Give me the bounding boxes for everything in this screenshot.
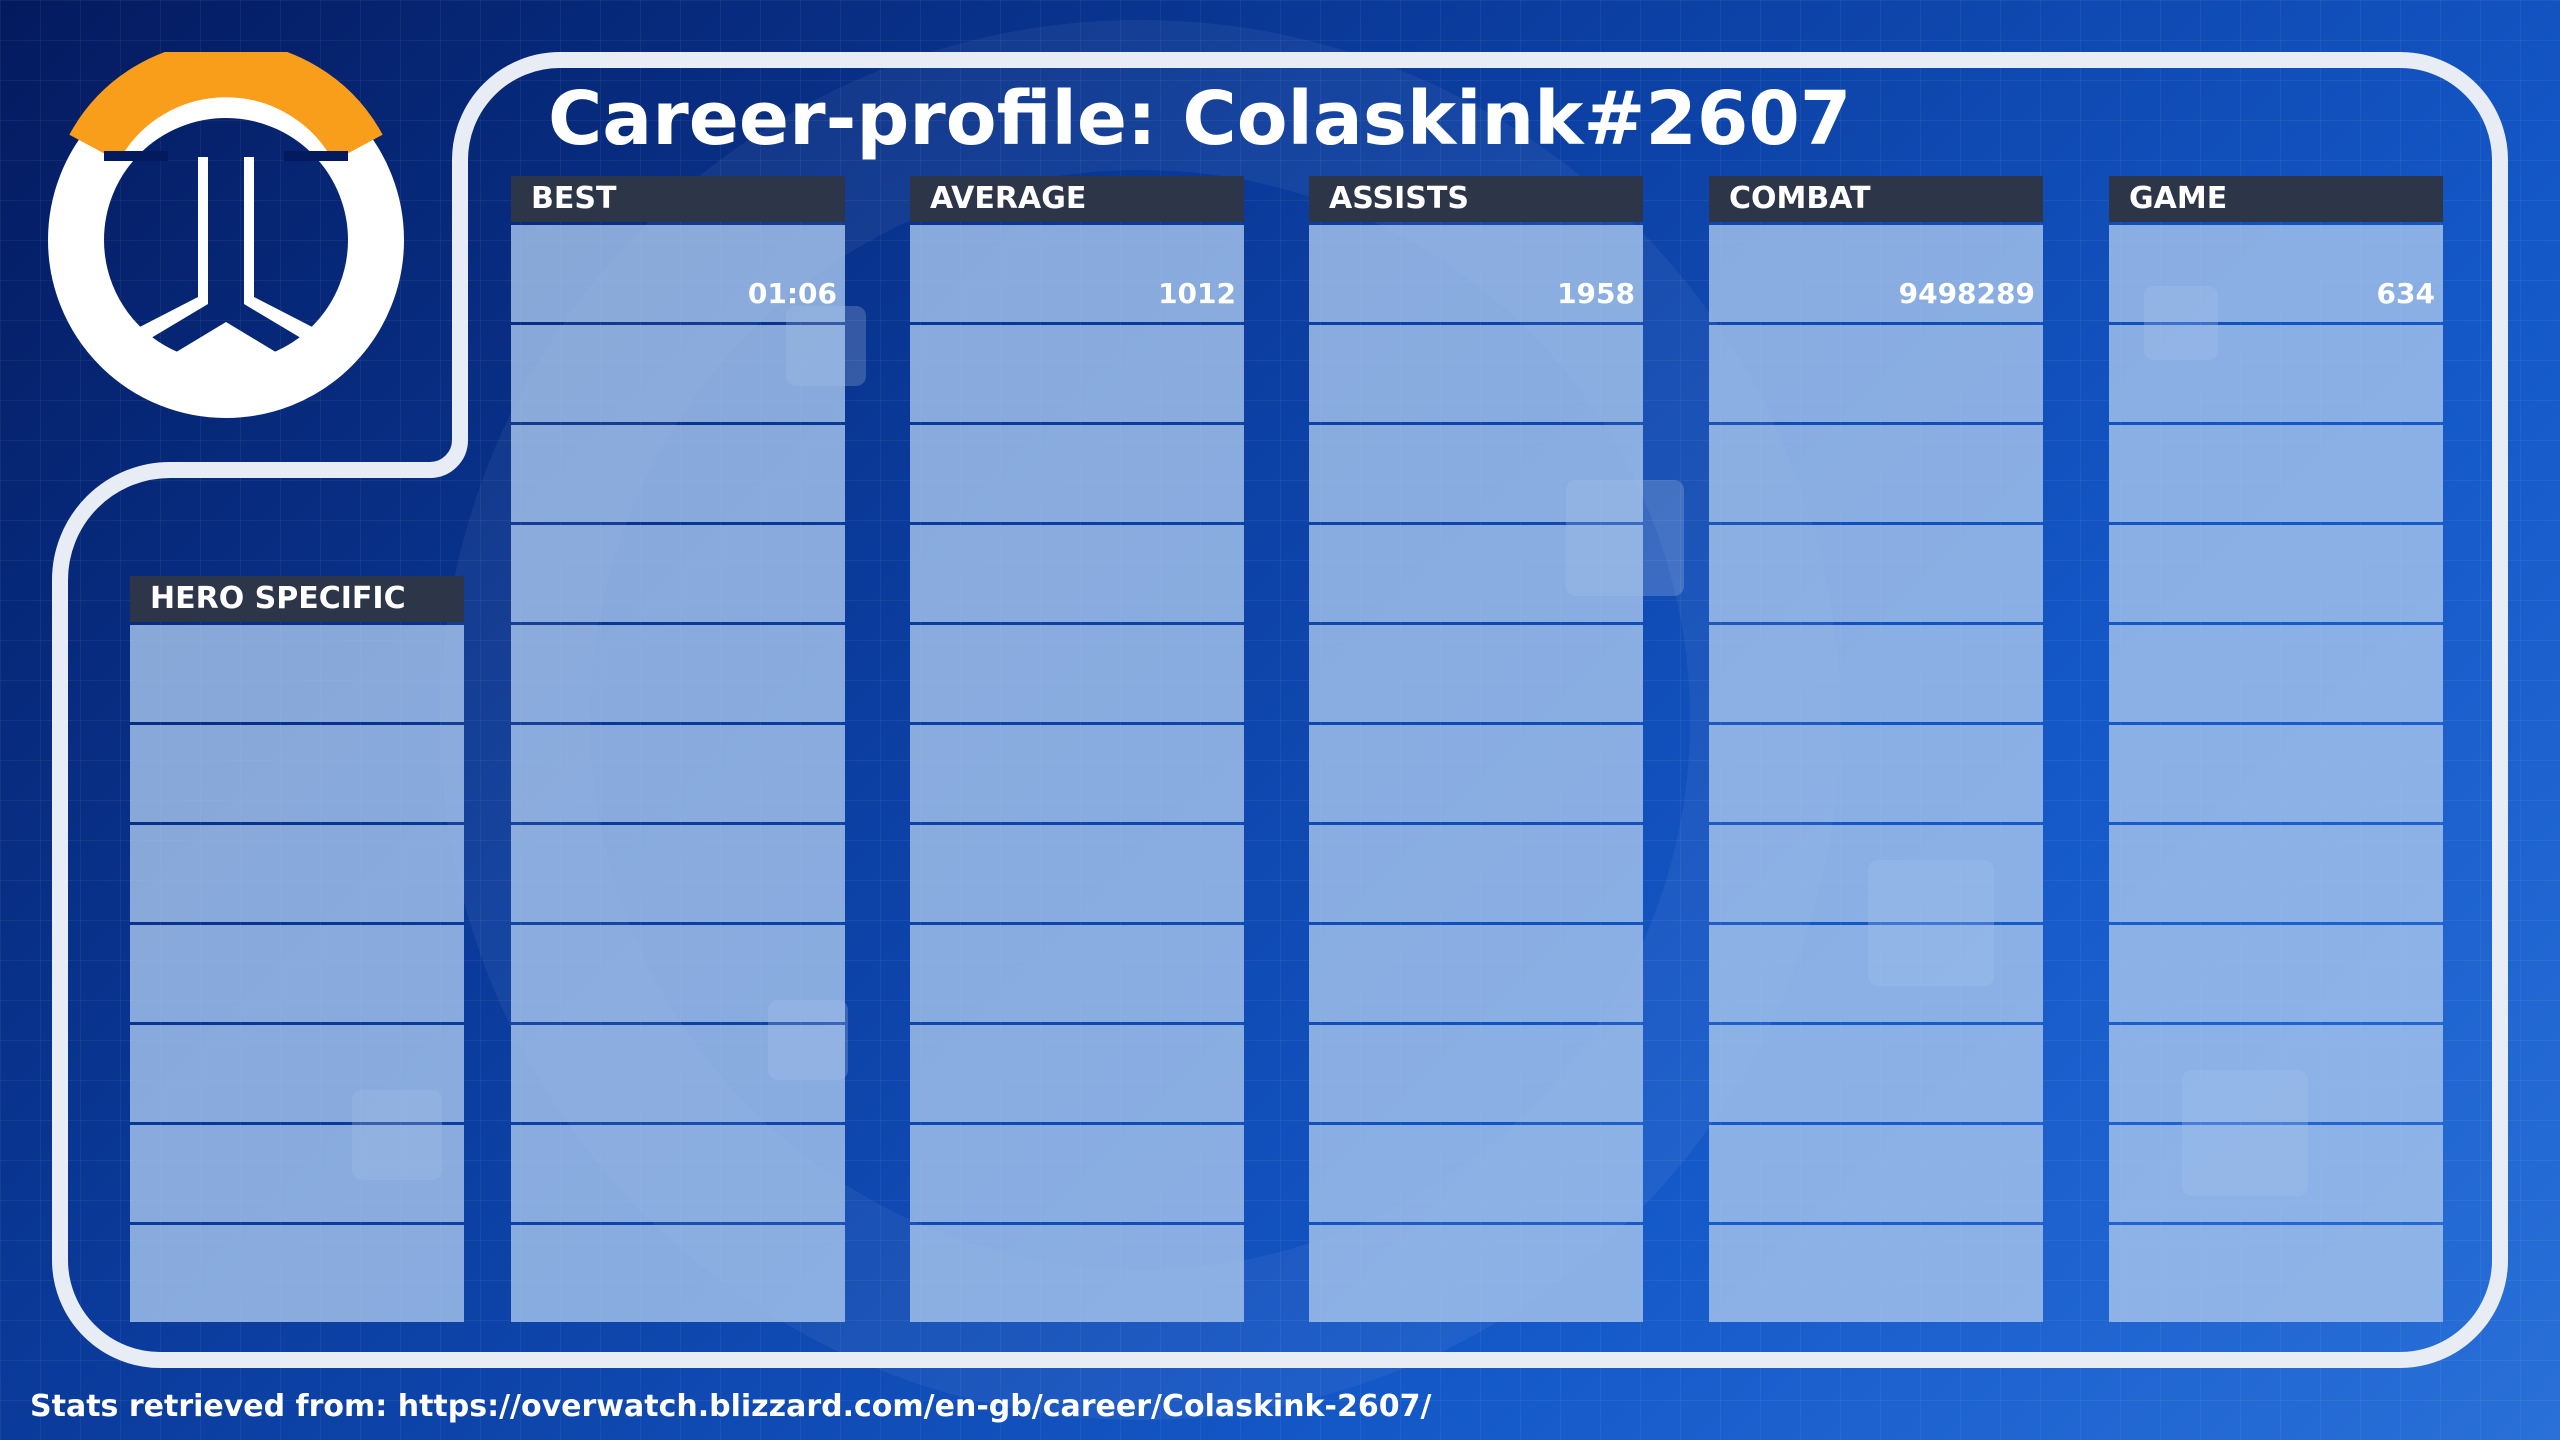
assists-column: ASSISTS 1958 (1309, 176, 1643, 1322)
stat-cell (2109, 1125, 2443, 1222)
stat-cell (511, 925, 845, 1022)
stat-cell (1709, 1025, 2043, 1122)
assists-value: 1958 (1557, 277, 1635, 310)
stat-cell (1309, 1125, 1643, 1222)
stat-cell (2109, 925, 2443, 1022)
stat-cell (511, 625, 845, 722)
stat-cell (1309, 925, 1643, 1022)
stat-cell (511, 1225, 845, 1322)
stat-cell: 1012 (910, 225, 1244, 322)
stat-cell (130, 725, 464, 822)
stat-cell (511, 325, 845, 422)
stat-cell (1309, 725, 1643, 822)
stat-cell (1309, 1025, 1643, 1122)
stat-cell (2109, 425, 2443, 522)
overwatch-logo-icon (38, 41, 414, 428)
game-header: GAME (2109, 176, 2443, 222)
average-column: AVERAGE 1012 (910, 176, 1244, 1322)
stat-cell (1709, 325, 2043, 422)
stat-cell (910, 425, 1244, 522)
stat-cell (2109, 725, 2443, 822)
hero-specific-header: HERO SPECIFIC (130, 576, 464, 622)
stat-cell (511, 1125, 845, 1222)
stat-cell (1709, 425, 2043, 522)
stat-cell (1309, 1225, 1643, 1322)
stat-cell (1709, 1225, 2043, 1322)
best-header: BEST (511, 176, 845, 222)
stat-cell (910, 1225, 1244, 1322)
combat-value: 9498289 (1898, 277, 2035, 310)
stat-cell (910, 1025, 1244, 1122)
source-footer: Stats retrieved from: https://overwatch.… (30, 1389, 1432, 1424)
stat-cell (511, 525, 845, 622)
stat-cell (910, 1125, 1244, 1222)
stat-cell (910, 525, 1244, 622)
stat-cell (1709, 825, 2043, 922)
game-column: GAME 634 (2109, 176, 2443, 1322)
assists-header: ASSISTS (1309, 176, 1643, 222)
stat-cell (1309, 425, 1643, 522)
stat-cell (511, 425, 845, 522)
average-header: AVERAGE (910, 176, 1244, 222)
stat-cell (910, 725, 1244, 822)
stat-cell (130, 1225, 464, 1322)
stat-cell (1309, 825, 1643, 922)
stat-cell (2109, 525, 2443, 622)
stat-cell: 9498289 (1709, 225, 2043, 322)
stat-cell (1709, 925, 2043, 1022)
stat-cell (1709, 1125, 2043, 1222)
stat-cell (1709, 525, 2043, 622)
stat-cell: 01:06 (511, 225, 845, 322)
stat-cell (910, 825, 1244, 922)
stat-cell (130, 1125, 464, 1222)
stat-cell (2109, 625, 2443, 722)
stat-cell (2109, 1225, 2443, 1322)
stat-cell (130, 625, 464, 722)
hero-specific-column: HERO SPECIFIC (130, 576, 464, 1322)
stat-cell (2109, 1025, 2443, 1122)
stat-cell (511, 1025, 845, 1122)
stat-cell (1709, 725, 2043, 822)
stat-cell (910, 325, 1244, 422)
stat-cell (1309, 525, 1643, 622)
stat-cell (2109, 825, 2443, 922)
best-column: BEST 01:06 (511, 176, 845, 1322)
stat-cell (130, 825, 464, 922)
stat-cell: 634 (2109, 225, 2443, 322)
stat-cell: 1958 (1309, 225, 1643, 322)
stat-cell (910, 625, 1244, 722)
stat-cell (1309, 325, 1643, 422)
average-value: 1012 (1158, 277, 1236, 310)
stat-cell (1709, 625, 2043, 722)
combat-column: COMBAT 9498289 (1709, 176, 2043, 1322)
stat-cell (1309, 625, 1643, 722)
game-value: 634 (2376, 277, 2435, 310)
best-value: 01:06 (747, 277, 837, 310)
stat-cell (130, 925, 464, 1022)
page-title: Career-profile: Colaskink#2607 (548, 76, 1852, 162)
stat-cell (910, 925, 1244, 1022)
combat-header: COMBAT (1709, 176, 2043, 222)
stat-cell (2109, 325, 2443, 422)
stat-cell (511, 725, 845, 822)
stat-cell (511, 825, 845, 922)
stat-cell (130, 1025, 464, 1122)
